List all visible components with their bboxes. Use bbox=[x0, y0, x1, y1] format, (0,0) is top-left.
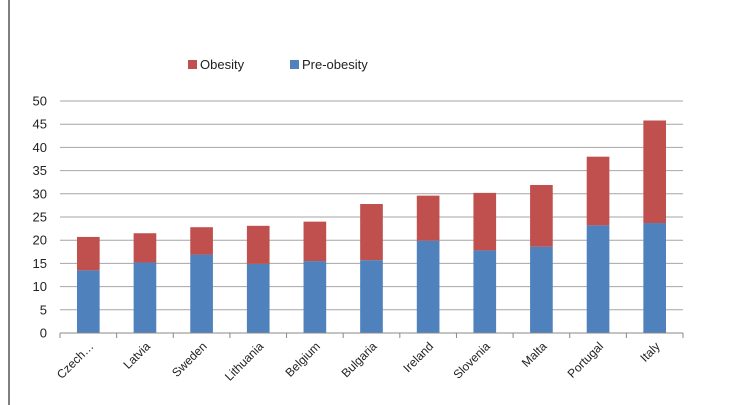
bar-segment-obesity bbox=[76, 236, 100, 271]
y-tick-label: 10 bbox=[33, 279, 47, 294]
x-category-label: Italy bbox=[637, 339, 662, 364]
y-tick-label: 5 bbox=[40, 302, 47, 317]
x-category-label: Slovenia bbox=[450, 339, 493, 382]
bar-segment-pre-obesity bbox=[133, 262, 157, 333]
bar-segment-obesity bbox=[303, 221, 327, 262]
legend-label: Pre-obesity bbox=[302, 57, 368, 72]
bar-segment-obesity bbox=[360, 204, 383, 261]
y-tick-label: 35 bbox=[33, 163, 47, 178]
x-category-label: Lithuania bbox=[222, 339, 267, 384]
y-tick-label: 30 bbox=[33, 186, 47, 201]
y-axis-ticks: 0 5 10 15 20 25 30 35 40 45 50 bbox=[33, 94, 47, 341]
bar-segment-pre-obesity bbox=[246, 263, 270, 333]
x-category-label: Ireland bbox=[400, 339, 436, 375]
bar-segment-pre-obesity bbox=[530, 246, 553, 333]
bar-segment-obesity bbox=[473, 192, 497, 251]
x-category-label: Czech… bbox=[54, 339, 96, 381]
y-tick-label: 45 bbox=[33, 117, 47, 132]
legend-label: Obesity bbox=[200, 57, 245, 72]
bar-segment-obesity bbox=[530, 184, 553, 247]
y-tick-label: 25 bbox=[33, 210, 47, 225]
y-tick-label: 40 bbox=[33, 140, 47, 155]
x-axis-labels: Czech… Latvia Sweden Lithuania Belgium Bulgar… bbox=[54, 333, 684, 384]
bar-segment-pre-obesity bbox=[360, 260, 383, 333]
bar-segment-pre-obesity bbox=[473, 250, 497, 333]
bar-segment-pre-obesity bbox=[586, 225, 610, 333]
bar-segment-pre-obesity bbox=[190, 254, 213, 333]
bar-segment-obesity bbox=[246, 225, 270, 264]
bar-segment-pre-obesity bbox=[643, 223, 667, 333]
x-category-label: Sweden bbox=[169, 339, 210, 380]
bar-segment-obesity bbox=[133, 233, 157, 263]
y-tick-label: 0 bbox=[40, 326, 47, 341]
legend-swatch bbox=[188, 60, 197, 69]
bar-segment-obesity bbox=[190, 227, 213, 255]
y-tick-label: 50 bbox=[33, 94, 47, 109]
y-tick-label: 20 bbox=[33, 233, 47, 248]
bar-segment-pre-obesity bbox=[76, 270, 100, 333]
y-tick-label: 15 bbox=[33, 256, 47, 271]
x-category-label: Malta bbox=[519, 339, 550, 370]
bar-segment-obesity bbox=[586, 156, 610, 226]
bar-segment-pre-obesity bbox=[303, 261, 327, 333]
bar-segment-obesity bbox=[416, 195, 440, 241]
legend-swatch bbox=[290, 60, 299, 69]
x-category-label: Portugal bbox=[565, 339, 607, 381]
legend: Obesity Pre-obesity bbox=[188, 57, 368, 72]
bar-segment-pre-obesity bbox=[416, 240, 440, 333]
x-category-label: Belgium bbox=[282, 339, 323, 380]
bar-segment-obesity bbox=[643, 120, 667, 224]
x-category-label: Bulgaria bbox=[339, 339, 380, 380]
x-category-label: Latvia bbox=[121, 339, 154, 372]
bars bbox=[76, 120, 667, 333]
